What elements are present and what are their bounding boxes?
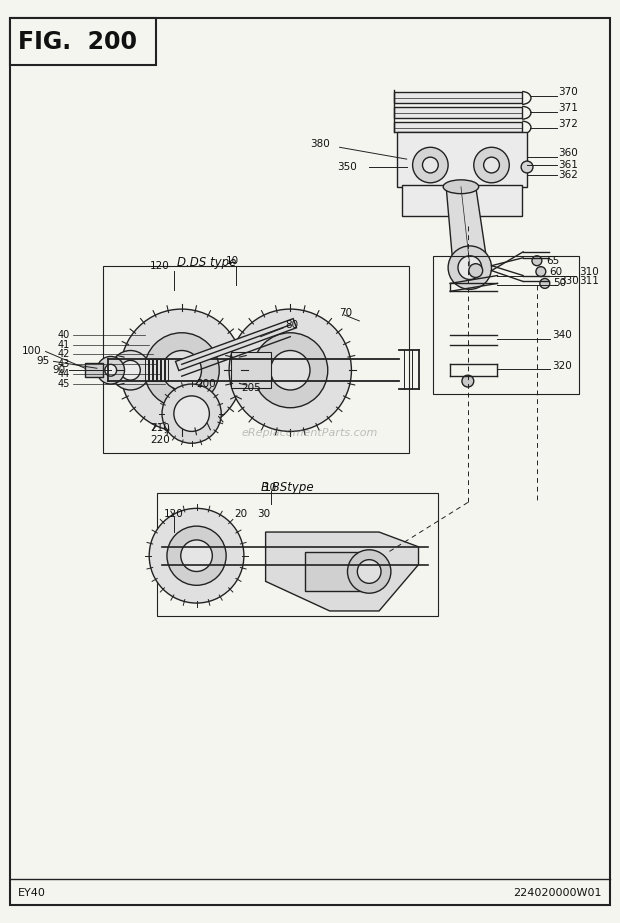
Bar [231,353,270,388]
Text: 42: 42 [58,350,70,359]
Text: 90: 90 [52,366,65,376]
Circle shape [540,279,550,288]
Bar [103,266,409,453]
Ellipse shape [443,180,479,194]
Circle shape [422,157,438,173]
Circle shape [412,148,448,183]
Text: 371: 371 [559,102,578,113]
Text: 80: 80 [285,320,298,330]
Circle shape [357,559,381,583]
Bar [85,364,103,378]
Text: 44: 44 [58,369,70,379]
Bar [397,133,527,186]
Text: 362: 362 [559,170,578,180]
Circle shape [229,309,352,431]
Circle shape [448,246,492,289]
Text: 50: 50 [554,279,567,288]
Text: D.DS type: D.DS type [177,257,236,270]
Text: 70: 70 [340,308,353,318]
Circle shape [149,509,244,603]
Bar [165,359,168,381]
Text: 220: 220 [150,436,170,445]
Text: 340: 340 [552,330,572,340]
Text: 311: 311 [579,277,599,286]
Circle shape [462,375,474,387]
Text: 120: 120 [150,260,170,270]
Text: 330: 330 [560,277,579,286]
Text: 30: 30 [257,509,270,520]
Text: 372: 372 [559,118,578,128]
Circle shape [162,384,221,443]
Circle shape [181,540,212,571]
Bar [433,256,579,394]
Text: 370: 370 [559,87,578,97]
Text: 95: 95 [37,356,50,366]
Bar [157,359,160,381]
Text: 20: 20 [234,509,247,520]
Circle shape [474,148,509,183]
Text: 100: 100 [22,346,42,356]
Circle shape [270,351,310,390]
Circle shape [105,365,117,377]
Circle shape [253,333,328,408]
Bar [153,359,156,381]
Text: eReplacementParts.com: eReplacementParts.com [242,428,378,438]
Text: 320: 320 [552,361,572,371]
Text: 380: 380 [310,139,330,150]
Circle shape [144,333,219,408]
Text: 361: 361 [559,160,578,170]
Circle shape [162,351,202,390]
Bar [149,359,152,381]
Bar [402,185,522,216]
Circle shape [120,309,243,431]
Circle shape [521,162,533,173]
Text: 65: 65 [546,256,559,266]
Bar [305,552,369,592]
Polygon shape [446,186,487,266]
Circle shape [111,351,150,390]
Bar [394,107,522,118]
Circle shape [458,256,482,280]
Text: 205: 205 [241,383,260,393]
Circle shape [347,550,391,593]
Circle shape [120,360,140,380]
Circle shape [532,256,542,266]
Text: B.BStype: B.BStype [260,481,314,494]
Text: 350: 350 [338,162,357,172]
Text: 60: 60 [550,267,563,277]
Text: 360: 360 [559,149,578,158]
Text: 310: 310 [579,267,599,277]
Circle shape [536,267,546,277]
Text: 45: 45 [58,379,70,390]
Text: EY40: EY40 [18,888,46,898]
Text: 200: 200 [197,379,216,390]
Circle shape [97,356,125,384]
Circle shape [167,526,226,585]
Bar [10,18,156,66]
Text: 41: 41 [58,340,70,350]
Text: 120: 120 [164,509,184,520]
Circle shape [469,264,482,278]
Bar [161,359,164,381]
Text: 40: 40 [58,330,70,340]
Text: 224020000W01: 224020000W01 [513,888,602,898]
Bar [394,122,522,133]
Bar [157,493,438,616]
Text: 10: 10 [264,483,277,493]
Bar [145,359,148,381]
Circle shape [484,157,500,173]
Text: 10: 10 [226,256,239,266]
Circle shape [174,396,210,431]
Text: FIG.  200: FIG. 200 [18,30,137,54]
Bar [394,92,522,102]
Text: 43: 43 [58,359,70,369]
Polygon shape [265,532,419,611]
Text: 210: 210 [150,424,170,434]
